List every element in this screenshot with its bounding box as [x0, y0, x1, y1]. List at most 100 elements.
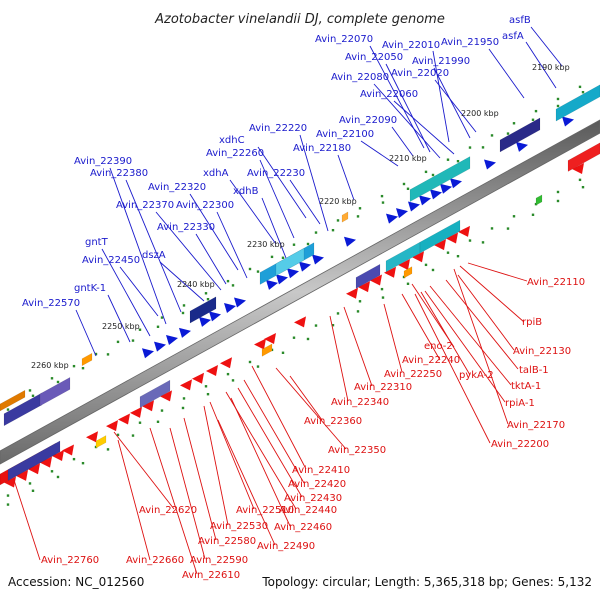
guide-dot [50, 470, 54, 473]
guide-dot [292, 336, 296, 339]
guide-dot [306, 242, 310, 246]
guide-dot [424, 263, 428, 267]
gene-label[interactable]: gntK-1 [74, 283, 106, 294]
leader-line [401, 293, 441, 361]
leader-line [261, 197, 287, 259]
gene-label[interactable]: rpiA-1 [505, 398, 535, 409]
leader-line [119, 266, 159, 317]
gene-label[interactable]: Avin_22010 [382, 40, 440, 51]
gene-label[interactable]: Avin_22360 [304, 416, 362, 427]
guide-dot [581, 90, 585, 94]
gene-label[interactable]: tktA-1 [511, 381, 541, 392]
gene-label[interactable]: Avin_22200 [491, 439, 549, 450]
gene-label[interactable]: Avin_22350 [328, 445, 386, 456]
gene-label[interactable]: xdhB [233, 186, 259, 197]
leader-line [467, 262, 528, 282]
gene-label[interactable]: Avin_22510 [236, 505, 294, 516]
gene-label[interactable]: talB-1 [519, 365, 549, 376]
gene-label[interactable]: Avin_22450 [82, 255, 140, 266]
reverse-gene-arrow [384, 266, 396, 278]
leader-line [434, 79, 477, 133]
gene-label[interactable]: Avin_22410 [292, 465, 350, 476]
gene-label[interactable]: asfB [509, 15, 531, 26]
guide-dot [81, 461, 85, 465]
gene-label[interactable]: gntT [85, 237, 109, 248]
guide-dot [481, 146, 485, 149]
gene-label[interactable]: Avin_22130 [513, 346, 571, 357]
gene-label[interactable]: Avin_22490 [257, 541, 315, 552]
gene-label[interactable]: Avin_22310 [354, 382, 412, 393]
gene-label[interactable]: Avin_22240 [402, 355, 460, 366]
guide-dot [131, 339, 135, 342]
gene-label[interactable]: Avin_22250 [384, 369, 442, 380]
gene-label[interactable]: Avin_22590 [190, 555, 248, 566]
guide-dot [106, 448, 110, 451]
gene-label[interactable]: Avin_22430 [284, 493, 342, 504]
gene-label[interactable]: Avin_22050 [345, 52, 403, 63]
gene-label[interactable]: xdhA [203, 168, 229, 179]
gene-label[interactable]: Avin_22420 [288, 479, 346, 490]
gene-label[interactable]: Avin_22570 [22, 298, 80, 309]
gene-label[interactable]: Avin_21950 [441, 37, 499, 48]
forward-gene-arrow [430, 189, 442, 200]
gene-label[interactable]: Avin_22260 [206, 148, 264, 159]
gene-label[interactable]: Avin_22440 [279, 505, 337, 516]
leader-line [189, 193, 239, 271]
guide-dot [534, 109, 538, 113]
guide-dot [156, 420, 160, 423]
gene-label[interactable]: dszA [142, 250, 166, 261]
guide-dot [406, 282, 410, 285]
gene-label[interactable]: Avin_22620 [139, 505, 197, 516]
tick-label: 2250 kbp [102, 322, 140, 331]
gene-label[interactable]: Avin_22070 [315, 34, 373, 45]
guide-dot [556, 199, 560, 203]
reverse-gene-arrow [86, 431, 98, 443]
forward-gene-block [409, 156, 471, 203]
gene-label[interactable]: Avin_22170 [507, 420, 565, 431]
forward-gene-arrow [234, 297, 246, 308]
gene-label[interactable]: Avin_22100 [316, 129, 374, 140]
gene-label[interactable]: eno-2 [424, 341, 453, 352]
reverse-gene-block [419, 219, 461, 254]
gene-label[interactable]: Avin_22760 [41, 555, 99, 566]
leader-line [329, 315, 349, 402]
gene-label[interactable]: Avin_22090 [339, 115, 397, 126]
guide-dot [6, 408, 10, 411]
gene-label[interactable]: Avin_22020 [391, 68, 449, 79]
reverse-gene-block [95, 435, 107, 449]
gene-label[interactable]: Avin_21990 [412, 56, 470, 67]
gene-label[interactable]: Avin_22580 [198, 536, 256, 547]
forward-gene-arrow [287, 268, 299, 279]
forward-gene-arrow [419, 195, 431, 206]
gene-label[interactable]: Avin_22370 [116, 200, 174, 211]
gene-label[interactable]: asfA [502, 31, 524, 42]
gene-label[interactable]: Avin_22300 [176, 200, 234, 211]
guide-dot [182, 397, 186, 400]
gene-label[interactable]: Avin_22460 [274, 522, 332, 533]
gene-label[interactable]: Avin_22220 [249, 123, 307, 134]
leader-line [113, 431, 175, 510]
gene-label[interactable]: Avin_22180 [293, 143, 351, 154]
forward-gene-block [341, 211, 349, 223]
gene-label[interactable]: Avin_22660 [126, 555, 184, 566]
gene-label[interactable]: rpiB [522, 317, 542, 328]
gene-label[interactable]: pykA-2 [459, 370, 494, 381]
tick-label: 2210 kbp [389, 154, 427, 163]
gene-label[interactable]: Avin_22060 [360, 89, 418, 100]
gene-label[interactable]: xdhC [219, 135, 245, 146]
gene-label[interactable]: Avin_22320 [148, 182, 206, 193]
gene-label[interactable]: Avin_22390 [74, 156, 132, 167]
leader-line [525, 41, 557, 89]
gene-label[interactable]: Avin_22230 [247, 168, 305, 179]
guide-dot [490, 134, 494, 137]
forward-gene-block [39, 376, 71, 407]
gene-label[interactable]: Avin_22530 [210, 521, 268, 532]
guide-dot [6, 494, 10, 497]
guide-dot [206, 392, 210, 396]
gene-label[interactable]: Avin_22110 [527, 277, 585, 288]
gene-label[interactable]: Avin_22380 [90, 168, 148, 179]
gene-label[interactable]: Avin_22340 [331, 397, 389, 408]
gene-label[interactable]: Avin_22330 [157, 222, 215, 233]
gene-label[interactable]: Avin_22610 [182, 570, 240, 581]
gene-label[interactable]: Avin_22080 [331, 72, 389, 83]
